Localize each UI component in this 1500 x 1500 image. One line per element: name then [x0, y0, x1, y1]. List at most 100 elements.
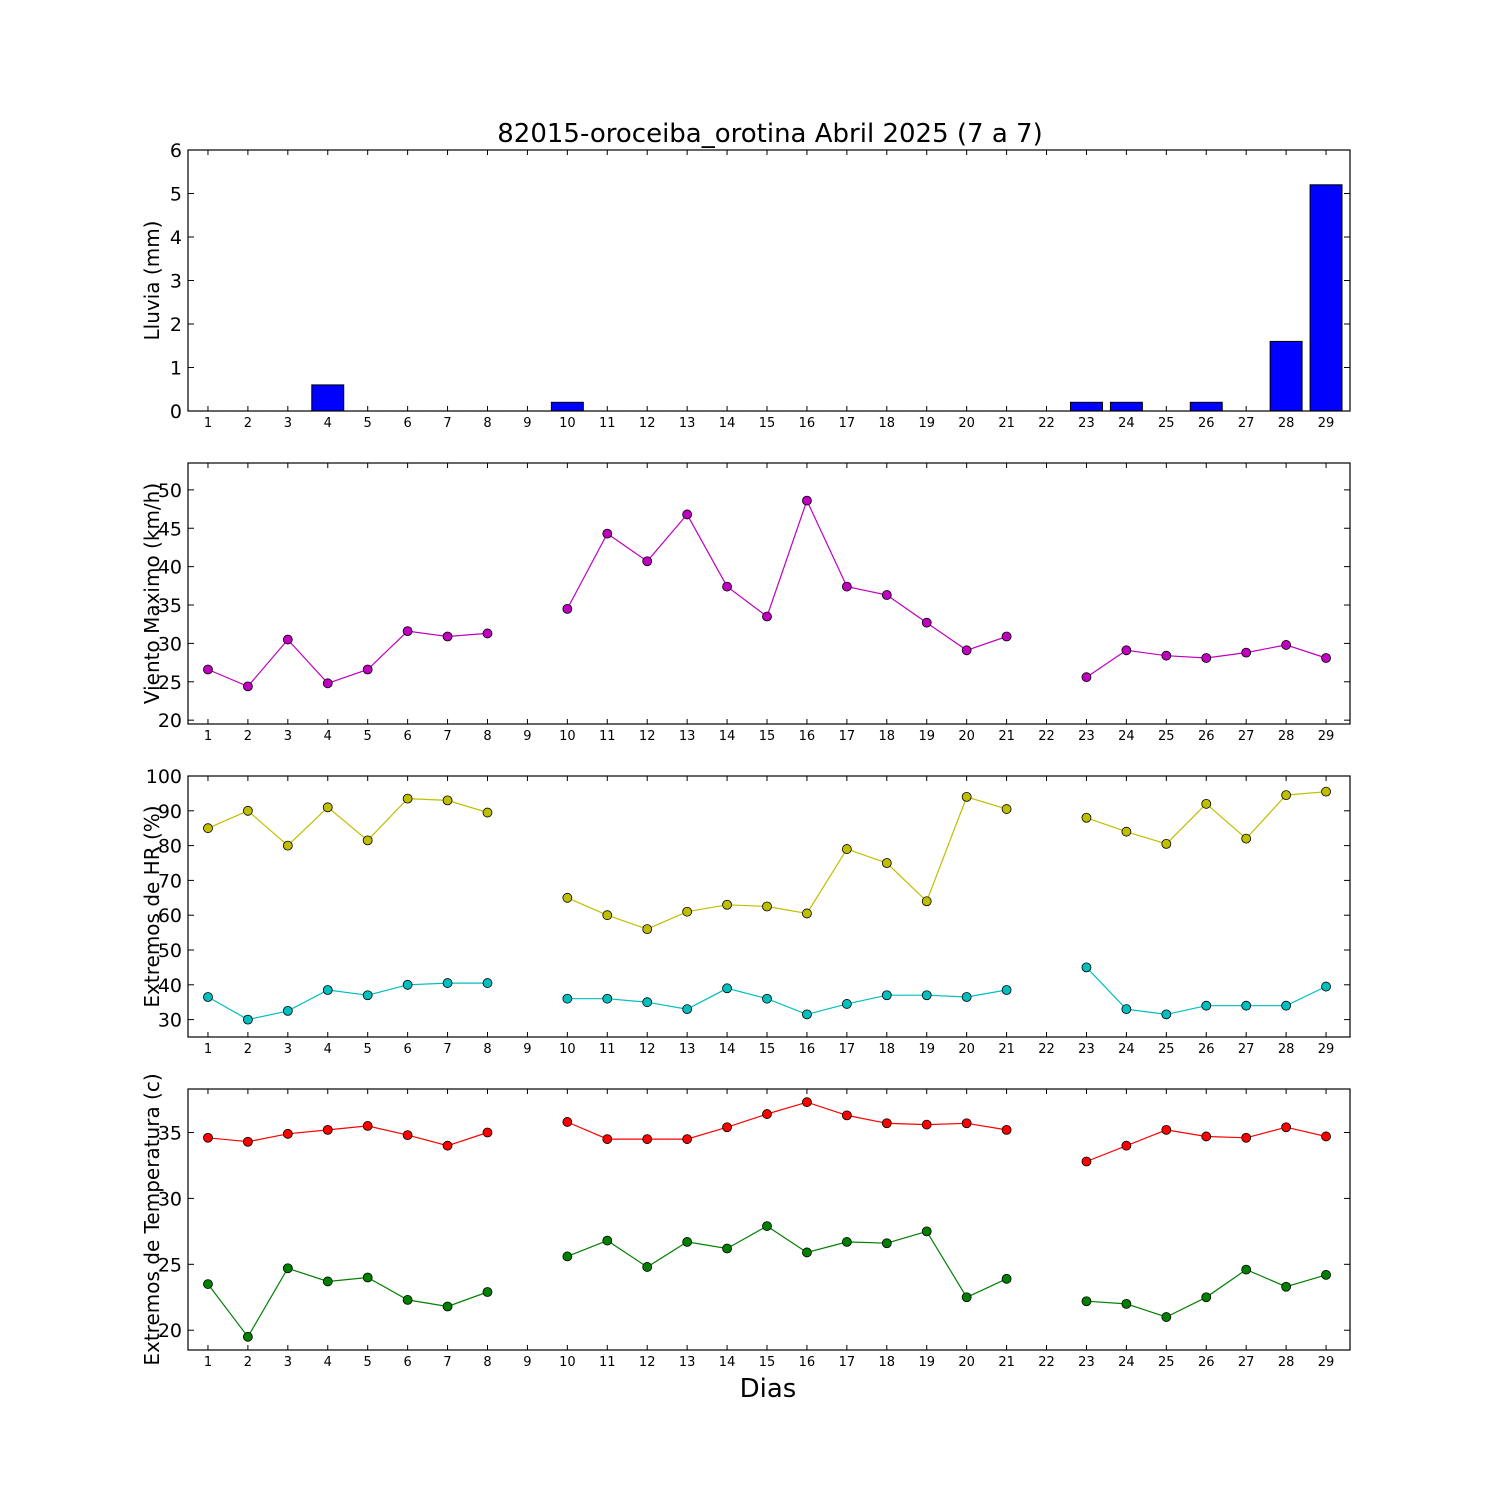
data-point [602, 910, 613, 921]
data-point [602, 1134, 613, 1144]
data-point [242, 1136, 253, 1147]
x-tick-label: 20 [958, 1042, 975, 1057]
x-tick-label: 29 [1318, 416, 1335, 431]
x-tick-label: 19 [918, 1355, 935, 1370]
data-point [1241, 833, 1252, 844]
x-tick-label: 14 [719, 1042, 736, 1057]
data-point [1241, 1132, 1252, 1143]
x-tick-label: 14 [719, 1355, 736, 1370]
rain-bar [311, 384, 345, 412]
x-tick-label: 1 [204, 729, 212, 744]
data-point [1121, 1140, 1132, 1151]
data-point [1121, 645, 1132, 656]
data-point [203, 992, 213, 1002]
y-tick-label: 25 [158, 672, 182, 694]
x-tick-label: 24 [1118, 1042, 1135, 1057]
data-point [1121, 1298, 1132, 1309]
data-point [762, 993, 772, 1004]
data-point [282, 1128, 293, 1139]
y-tick-label: 45 [158, 518, 182, 540]
data-point [1081, 962, 1092, 973]
data-point [362, 1272, 373, 1283]
x-tick-label: 13 [679, 1042, 696, 1057]
x-tick-label: 7 [443, 1355, 451, 1370]
x-tick-label: 11 [599, 1355, 616, 1370]
data-point [1201, 1000, 1212, 1011]
y-tick-label: 4 [170, 227, 182, 249]
data-point [482, 978, 493, 988]
data-point [362, 664, 373, 675]
axes-frame [187, 149, 1351, 412]
x-tick-label: 18 [879, 416, 896, 431]
x-tick-label: 11 [599, 729, 616, 744]
data-point [482, 1127, 493, 1138]
series-line [567, 1101, 1007, 1140]
series-line [207, 1125, 488, 1147]
x-tick-label: 20 [958, 729, 975, 744]
data-point [722, 983, 732, 994]
data-point [362, 1121, 373, 1131]
x-tick-label: 5 [364, 729, 372, 744]
y-tick-label: 30 [158, 1010, 182, 1032]
x-tick-label: 7 [443, 1042, 451, 1057]
data-point [802, 908, 812, 919]
rain-bar [1309, 184, 1343, 412]
data-point [282, 1006, 293, 1016]
data-point [203, 823, 213, 834]
y-tick-label: 100 [146, 766, 182, 788]
x-tick-label: 22 [1038, 729, 1055, 744]
data-point [682, 509, 693, 520]
data-point [1161, 838, 1172, 849]
data-point [482, 628, 493, 639]
data-point [1121, 1004, 1132, 1015]
data-point [1161, 1312, 1172, 1322]
x-tick-label: 15 [759, 1042, 776, 1057]
series-line [567, 796, 1007, 930]
data-point [322, 985, 333, 995]
data-point [1281, 640, 1292, 650]
data-point [362, 835, 373, 846]
y-tick-label: 20 [158, 710, 182, 732]
data-point [442, 1140, 453, 1151]
data-point [242, 1014, 253, 1025]
data-point [1241, 1264, 1252, 1275]
x-tick-label: 4 [324, 1042, 332, 1057]
data-point [1161, 1124, 1172, 1135]
data-point [1281, 1281, 1292, 1292]
x-tick-label: 4 [324, 1355, 332, 1370]
data-point [1201, 1131, 1212, 1142]
data-point [602, 1235, 613, 1246]
x-tick-label: 11 [599, 416, 616, 431]
x-tick-label: 2 [244, 729, 252, 744]
x-tick-label: 17 [839, 1042, 856, 1057]
x-tick-label: 25 [1158, 729, 1175, 744]
data-point [282, 634, 293, 645]
data-point [1241, 1000, 1252, 1011]
x-tick-label: 24 [1118, 729, 1135, 744]
data-point [642, 924, 653, 935]
x-tick-label: 12 [639, 1042, 656, 1057]
data-point [1321, 1131, 1331, 1142]
data-point [1321, 981, 1331, 992]
x-tick-label: 27 [1238, 729, 1255, 744]
data-point [1201, 798, 1212, 809]
x-tick-label: 15 [759, 729, 776, 744]
x-tick-label: 9 [523, 1355, 531, 1370]
y-tick-label: 20 [158, 1320, 182, 1342]
axes-frame [187, 462, 1351, 725]
y-tick-label: 60 [158, 905, 182, 927]
data-point [1001, 804, 1012, 814]
data-point [921, 1119, 932, 1130]
x-tick-label: 20 [958, 1355, 975, 1370]
data-point [802, 1097, 812, 1108]
y-tick-label: 5 [170, 184, 182, 206]
y-tick-label: 35 [158, 595, 182, 617]
x-tick-label: 26 [1198, 1355, 1215, 1370]
y-tick-label: 2 [170, 314, 182, 336]
x-tick-label: 4 [324, 729, 332, 744]
x-tick-label: 12 [639, 416, 656, 431]
x-tick-label: 16 [799, 1355, 816, 1370]
y-axis-label: Extremos de HR (%) [140, 805, 164, 1007]
x-tick-label: 20 [958, 416, 975, 431]
x-tick-label: 21 [998, 729, 1015, 744]
